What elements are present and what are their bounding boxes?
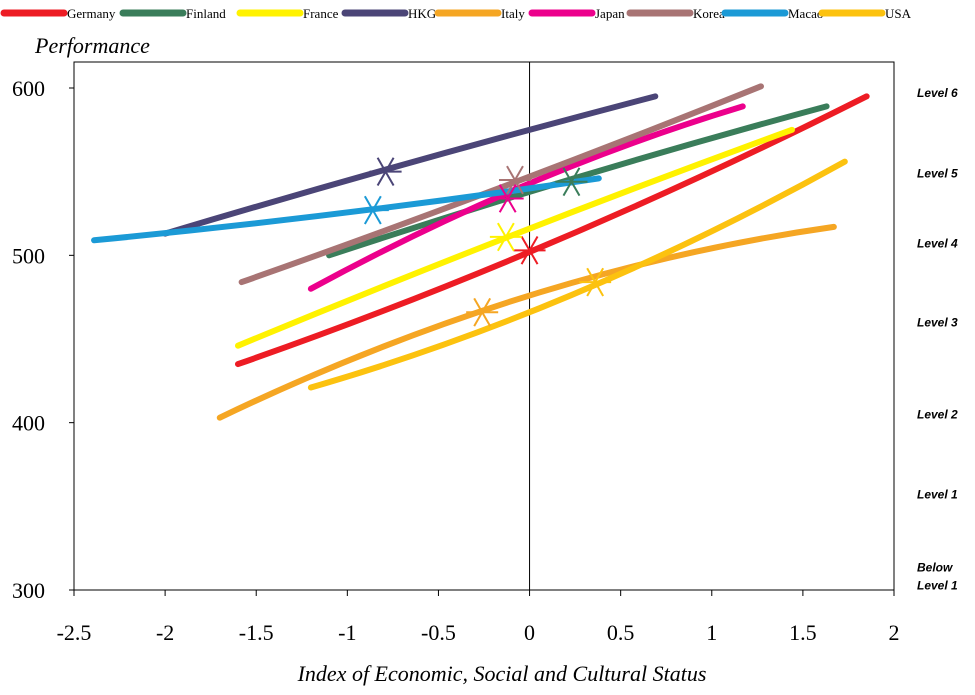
legend-label-korea: Korea xyxy=(693,6,725,21)
series-line-france xyxy=(235,126,795,349)
marker-france xyxy=(489,222,522,252)
y-tick-label: 600 xyxy=(12,76,45,101)
x-tick-label: -2 xyxy=(156,620,174,645)
x-tick-label: 1.5 xyxy=(789,620,817,645)
x-tick-label: 2 xyxy=(889,620,900,645)
x-tick-label: -2.5 xyxy=(57,620,92,645)
legend-label-germany: Germany xyxy=(67,6,116,21)
level-label-line: Level 4 xyxy=(917,237,958,251)
legend-label-italy: Italy xyxy=(501,6,525,21)
series-group xyxy=(91,83,870,421)
marker-finland xyxy=(555,167,588,197)
marker-stroke xyxy=(562,167,581,197)
level-label: Below Level 1 xyxy=(917,561,958,593)
marker-macao xyxy=(356,195,389,225)
level-label: Level 6 xyxy=(917,86,958,100)
y-tick-label: 300 xyxy=(12,578,45,603)
level-label-line: Level 6 xyxy=(917,86,958,100)
axis-ticks: -2.5 -2 -1.5 -1 -0.5 0 0.5 1 1.5 2 300 400 500 600 xyxy=(12,76,900,645)
legend-label-france: France xyxy=(303,6,339,21)
legend-label-macao: Macao xyxy=(788,6,823,21)
x-tick-label: 0 xyxy=(524,620,535,645)
level-label: Level 4 xyxy=(917,237,958,251)
plot-area xyxy=(73,61,895,591)
legend: Germany Finland France HKG Italy Japan Korea Ma… xyxy=(0,6,912,21)
legend-label-usa: USA xyxy=(885,6,912,21)
marker-germany xyxy=(513,235,546,265)
series-line-finland xyxy=(326,103,830,259)
marker-usa xyxy=(579,267,612,297)
level-label: Level 3 xyxy=(917,315,958,329)
level-label-line: Level 1 xyxy=(917,488,958,502)
level-label-line: Level 5 xyxy=(917,166,958,180)
marker-japan xyxy=(491,184,524,213)
series-line-macao xyxy=(91,175,602,244)
x-tick-label: -1 xyxy=(338,620,356,645)
series-line-italy xyxy=(216,223,837,421)
series-line-germany xyxy=(235,93,870,368)
x-tick-label: -1.5 xyxy=(239,620,274,645)
marker-italy xyxy=(466,297,499,327)
marker-stroke xyxy=(586,267,605,297)
level-label: Level 5 xyxy=(917,166,958,180)
y-tick-label: 500 xyxy=(12,243,45,268)
marker-stroke xyxy=(497,222,515,252)
proficiency-levels: Level 6 Level 5 Level 4 Level 3 Level 2 Level… xyxy=(917,86,958,593)
legend-label-finland: Finland xyxy=(186,6,226,21)
x-tick-label: 1 xyxy=(706,620,717,645)
marker-stroke xyxy=(520,235,539,265)
marker-stroke xyxy=(376,157,395,187)
level-label-line: Below xyxy=(917,561,953,575)
x-tick-label: -0.5 xyxy=(421,620,456,645)
x-axis-label: Index of Economic, Social and Cultural S… xyxy=(297,661,707,686)
marker-stroke xyxy=(363,195,382,225)
level-label-line: Level 2 xyxy=(917,407,958,421)
marker-korea xyxy=(498,165,531,195)
y-axis-label: Performance xyxy=(34,33,150,58)
x-tick-label: 0.5 xyxy=(607,620,635,645)
legend-label-japan: Japan xyxy=(595,6,625,21)
series-line-japan xyxy=(307,103,746,292)
markers-group xyxy=(356,157,612,327)
series-line-hkg xyxy=(162,93,659,237)
marker-stroke xyxy=(498,184,517,213)
marker-stroke xyxy=(473,297,492,327)
level-label-line: Level 3 xyxy=(917,315,958,329)
level-label: Level 1 xyxy=(917,488,958,502)
marker-hkg xyxy=(369,157,402,187)
series-line-usa xyxy=(307,158,848,391)
marker-stroke xyxy=(506,165,524,195)
y-tick-label: 400 xyxy=(12,411,45,436)
level-label-line: Level 1 xyxy=(917,579,958,593)
level-label: Level 2 xyxy=(917,407,958,421)
legend-label-hkg: HKG xyxy=(408,6,436,21)
